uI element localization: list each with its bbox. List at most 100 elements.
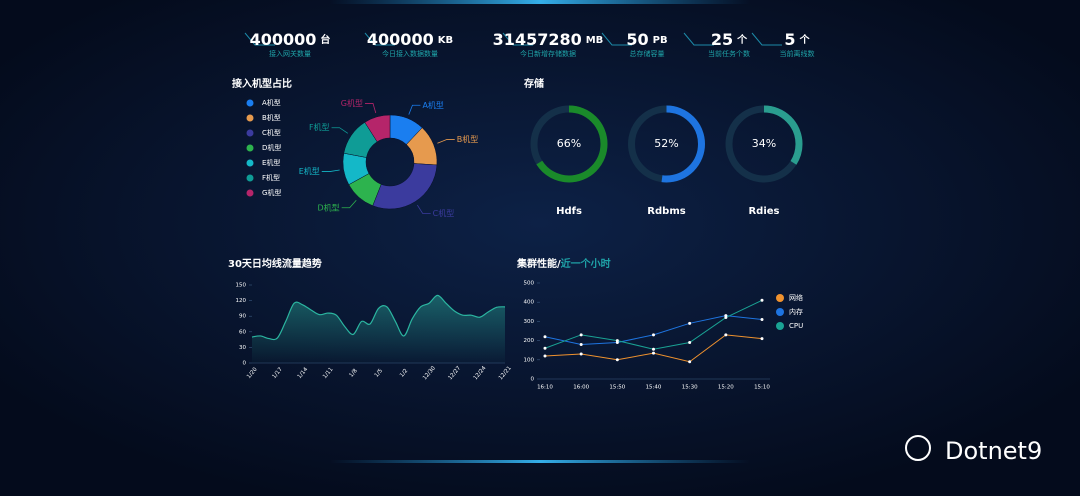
- leader-line: [437, 139, 455, 144]
- point: [579, 352, 583, 356]
- point: [724, 316, 728, 320]
- leader-line: [416, 204, 431, 214]
- point: [688, 321, 692, 325]
- kpi-unit: PB: [653, 35, 668, 46]
- point: [760, 337, 764, 341]
- x-tick-label: 1/5: [374, 368, 385, 379]
- kpi-number: 25: [711, 30, 733, 49]
- y-tick-label: 100: [524, 357, 535, 363]
- y-tick-label: 120: [236, 298, 247, 304]
- gauge-value: 52%: [654, 137, 678, 150]
- legend-label: F机型: [262, 173, 280, 182]
- leader-line: [408, 104, 421, 115]
- y-tick-label: 0: [531, 377, 535, 383]
- gauge-name: Rdbms: [647, 206, 685, 217]
- x-tick-label: 15:40: [646, 385, 662, 391]
- point: [652, 333, 655, 337]
- legend-label: D机型: [262, 143, 281, 152]
- y-tick-label: 30: [239, 345, 246, 351]
- legend-marker: [776, 308, 784, 316]
- point: [724, 333, 728, 337]
- kpi-deco: [364, 32, 395, 46]
- gauge-name: Hdfs: [556, 206, 582, 217]
- kpi-label: 当前任务个数: [708, 49, 750, 58]
- pie-slice: [364, 114, 391, 143]
- legend-label: E机型: [262, 158, 280, 167]
- legend-marker: [776, 294, 784, 302]
- chart-title: 接入机型占比: [232, 77, 292, 90]
- gauge-name: Rdies: [748, 206, 779, 217]
- legend-label: C机型: [262, 128, 281, 137]
- kpi-label: 今日新增存储数据: [520, 49, 576, 58]
- y-tick-label: 150: [236, 283, 247, 289]
- legend-marker: [246, 159, 254, 167]
- kpi-unit: 台: [320, 33, 330, 46]
- kpi-number: 50: [626, 30, 648, 49]
- kpi-number: 400000: [250, 30, 317, 49]
- y-tick-label: 90: [239, 314, 246, 320]
- legend-marker: [246, 99, 254, 107]
- point: [615, 358, 619, 362]
- gauge-value: 66%: [557, 137, 581, 150]
- leader-line: [321, 169, 340, 172]
- x-tick-label: 16:10: [537, 385, 553, 391]
- x-tick-label: 15:10: [754, 385, 770, 391]
- kpi-label: 当前离线数: [780, 49, 815, 58]
- y-tick-label: 200: [524, 338, 535, 344]
- kpi-value: 31457280 MB: [493, 30, 604, 49]
- legend-label: B机型: [262, 113, 281, 122]
- chart-title: 存储: [524, 77, 544, 90]
- point: [652, 351, 655, 355]
- slice-label: F机型: [309, 122, 330, 132]
- y-tick-label: 0: [243, 361, 247, 367]
- watermark: Dotnet9: [945, 437, 1042, 465]
- kpi-unit: 个: [799, 33, 811, 46]
- x-tick-label: 16:00: [573, 385, 589, 391]
- x-tick-label: 15:30: [682, 385, 698, 391]
- x-tick-label: 1/2: [399, 368, 409, 379]
- kpi-number: 400000: [367, 30, 434, 49]
- gauge-arc: [725, 105, 803, 183]
- y-tick-label: 500: [524, 281, 535, 287]
- legend-label: G机型: [262, 188, 281, 197]
- kpi-value: 25 个: [711, 30, 748, 49]
- x-tick-label: 15:50: [609, 385, 625, 391]
- point: [615, 339, 619, 343]
- legend-marker: [246, 114, 254, 122]
- chart-title: 30天日均线流量趋势: [228, 257, 322, 270]
- kpi-number: 5: [784, 30, 795, 49]
- slice-label: A机型: [422, 100, 443, 110]
- point: [760, 298, 764, 302]
- kpi-label: 总存储容量: [630, 49, 665, 58]
- legend-label: A机型: [262, 98, 281, 107]
- legend-marker: [246, 129, 254, 137]
- point: [543, 335, 547, 339]
- slice-label: B机型: [457, 134, 479, 144]
- title-sub: 近一个小时: [561, 257, 611, 270]
- kpi-deco: [683, 32, 714, 46]
- kpi-deco: [601, 32, 632, 46]
- kpi-unit: MB: [586, 35, 604, 46]
- watermark-icon: [905, 435, 931, 461]
- bottom-glow: [330, 460, 750, 463]
- leader-line: [331, 127, 349, 134]
- title-main: 集群性能/: [516, 257, 561, 270]
- top-glow: [330, 0, 750, 4]
- x-tick-label: 1/8: [348, 368, 359, 379]
- point: [543, 346, 547, 350]
- kpi-label: 接入网关数量: [269, 49, 311, 58]
- point: [652, 347, 655, 351]
- kpi-number: 31457280: [493, 30, 582, 49]
- gauge-arc: [530, 105, 608, 183]
- kpi-deco: [751, 32, 782, 46]
- gauge-arc: [628, 105, 705, 183]
- kpi-value: 400000 KB: [367, 30, 453, 49]
- slice-label: G机型: [341, 98, 363, 108]
- x-tick-label: 15:20: [718, 385, 734, 391]
- kpi-unit: 个: [736, 33, 748, 46]
- slice-label: C机型: [433, 208, 455, 218]
- leader-line: [341, 199, 357, 209]
